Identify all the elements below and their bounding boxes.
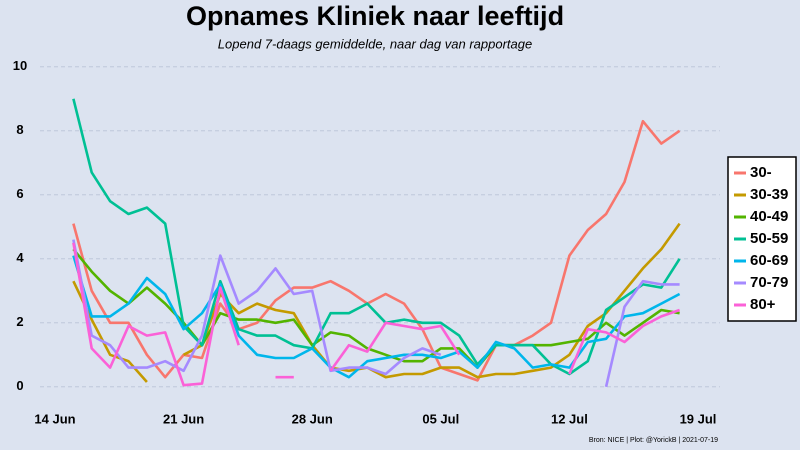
series-line [72,242,681,387]
x-tick-label: 05 Jul [422,411,459,426]
legend-label: 60-69 [750,252,788,269]
x-tick-label: 14 Jun [34,411,75,426]
y-tick-label: 0 [16,378,23,393]
chart-subtitle: Lopend 7-daags gemiddelde, naar dag van … [218,36,532,51]
chart-title: Opnames Kliniek naar leeftijd [186,1,564,31]
x-tick-label: 21 Jun [163,411,204,426]
legend-label: 30-39 [750,186,788,203]
y-tick-label: 6 [16,186,23,201]
legend-label: 70-79 [750,274,788,291]
x-tick-label: 19 Jul [680,411,717,426]
legend-label: 40-49 [750,208,788,225]
y-tick-label: 2 [16,314,23,329]
legend-label: 30- [750,164,772,181]
y-tick-label: 8 [16,122,23,137]
x-tick-label: 12 Jul [551,411,588,426]
x-tick-label: 28 Jun [292,411,333,426]
y-tick-label: 10 [13,58,27,73]
caption: Bron: NICE | Plot: @YorickB | 2021-07-19 [589,437,718,444]
y-tick-label: 4 [16,250,24,265]
series-line [72,98,681,376]
legend-label: 80+ [750,296,776,313]
series-line [72,239,680,388]
legend-label: 50-59 [750,230,788,247]
